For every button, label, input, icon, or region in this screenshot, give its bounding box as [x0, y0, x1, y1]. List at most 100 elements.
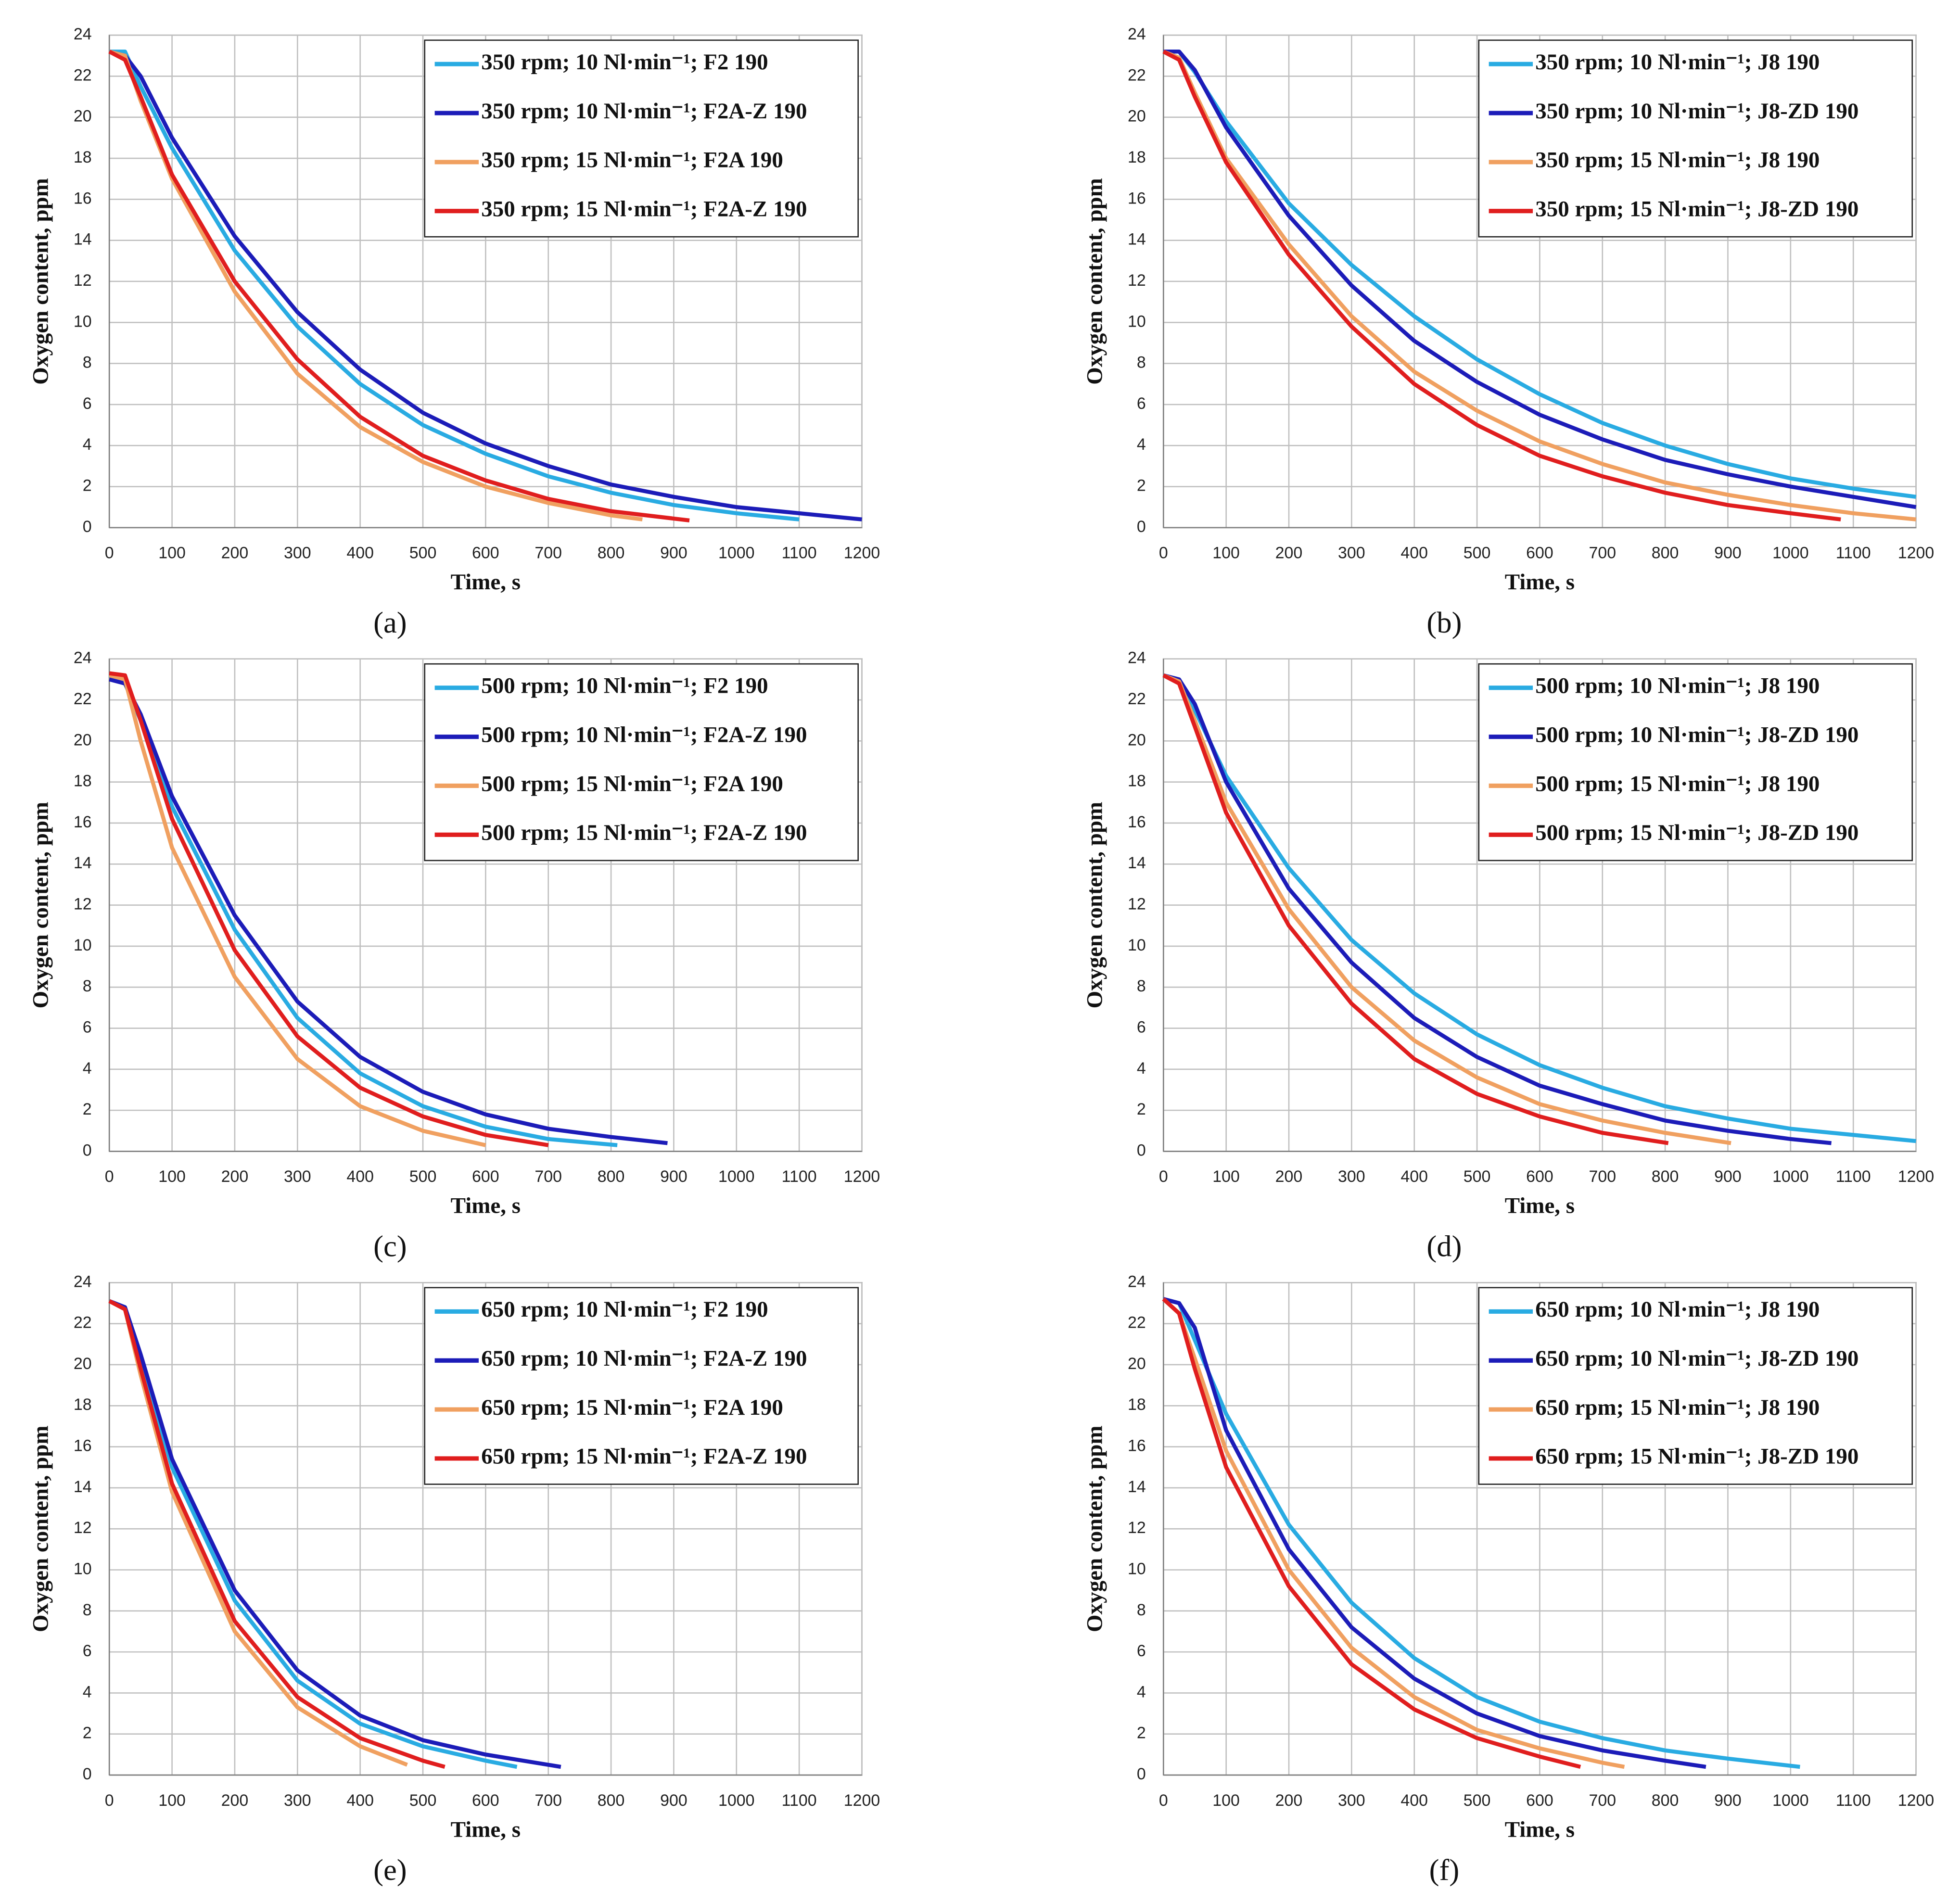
panel-label: (d)	[1426, 1230, 1462, 1263]
y-tick-label: 24	[1128, 1272, 1146, 1291]
y-tick-label: 10	[74, 936, 92, 954]
y-tick-label: 14	[74, 230, 92, 249]
legend-label: 650 rpm; 15 Nl·min⁻¹; J8-ZD 190	[1535, 1444, 1858, 1469]
y-tick-label: 10	[1128, 936, 1146, 954]
x-tick-label: 500	[409, 1791, 437, 1810]
panel-label: (b)	[1426, 606, 1462, 639]
x-tick-label: 700	[1589, 544, 1616, 562]
x-tick-label: 900	[1714, 1167, 1742, 1186]
y-tick-label: 8	[83, 354, 92, 372]
x-axis-label: Time, s	[1505, 1193, 1575, 1218]
x-tick-label: 900	[660, 1167, 687, 1186]
legend-label: 350 rpm; 10 Nl·min⁻¹; J8-ZD 190	[1535, 99, 1858, 124]
data-line	[109, 50, 862, 521]
y-tick-label: 12	[1128, 895, 1146, 913]
x-tick-label: 1200	[844, 1791, 880, 1810]
y-tick-label: 24	[74, 1272, 92, 1291]
legend-label: 650 rpm; 15 Nl·min⁻¹; F2A 190	[481, 1395, 783, 1420]
y-tick-label: 18	[1128, 1395, 1146, 1414]
y-tick-label: 18	[74, 772, 92, 790]
x-tick-label: 1000	[718, 544, 755, 562]
x-tick-label: 1000	[718, 1167, 755, 1186]
y-tick-label: 24	[1128, 25, 1146, 43]
y-tick-label: 16	[1128, 1437, 1146, 1455]
x-tick-label: 1200	[1898, 1167, 1935, 1186]
y-tick-label: 6	[83, 394, 92, 413]
y-tick-label: 16	[1128, 189, 1146, 207]
y-tick-label: 16	[74, 189, 92, 207]
legend-label: 500 rpm; 10 Nl·min⁻¹; F2A-Z 190	[481, 722, 807, 747]
y-tick-label: 6	[83, 1642, 92, 1660]
y-tick-label: 14	[1128, 1478, 1146, 1496]
y-tick-label: 0	[83, 1141, 92, 1159]
x-tick-label: 700	[535, 1791, 562, 1810]
legend-label: 500 rpm; 15 Nl·min⁻¹; J8-ZD 190	[1535, 820, 1858, 845]
y-tick-label: 2	[83, 476, 92, 495]
x-axis-label: Time, s	[451, 1817, 521, 1842]
y-tick-label: 2	[1137, 1724, 1146, 1742]
y-tick-label: 16	[74, 813, 92, 831]
y-tick-label: 8	[1137, 354, 1146, 372]
x-tick-label: 500	[1464, 1791, 1491, 1810]
x-tick-label: 0	[105, 1791, 114, 1810]
x-tick-label: 300	[1338, 544, 1365, 562]
y-axis-label: Oxygen content, ppm	[1082, 1425, 1107, 1632]
y-tick-label: 18	[1128, 148, 1146, 166]
data-line	[109, 50, 800, 521]
y-tick-label: 10	[74, 312, 92, 330]
y-tick-label: 0	[1137, 1141, 1146, 1159]
legend-label: 350 rpm; 10 Nl·min⁻¹; F2 190	[481, 50, 768, 75]
y-tick-label: 2	[1137, 1100, 1146, 1118]
legend-label: 650 rpm; 15 Nl·min⁻¹; F2A-Z 190	[481, 1444, 807, 1469]
y-tick-label: 0	[83, 1765, 92, 1783]
legend-box	[424, 39, 859, 238]
y-tick-label: 0	[1137, 1765, 1146, 1783]
legend-box	[424, 1287, 859, 1485]
y-tick-label: 6	[1137, 1642, 1146, 1660]
x-tick-label: 400	[346, 544, 374, 562]
y-tick-label: 8	[1137, 977, 1146, 995]
y-tick-label: 20	[1128, 731, 1146, 749]
x-tick-label: 800	[598, 1167, 625, 1186]
legend-label: 350 rpm; 15 Nl·min⁻¹; F2A 190	[481, 148, 783, 173]
x-tick-label: 600	[1526, 1791, 1553, 1810]
x-tick-label: 0	[1159, 1167, 1168, 1186]
x-tick-label: 1200	[1898, 544, 1935, 562]
x-axis-label: Time, s	[451, 1193, 521, 1218]
y-tick-label: 16	[74, 1437, 92, 1455]
legend-label: 350 rpm; 10 Nl·min⁻¹; F2A-Z 190	[481, 99, 807, 124]
x-tick-label: 200	[1275, 544, 1303, 562]
x-tick-label: 1200	[844, 544, 880, 562]
x-tick-label: 300	[284, 1791, 311, 1810]
x-tick-label: 0	[1159, 1791, 1168, 1810]
legend-label: 350 rpm; 15 Nl·min⁻¹; J8-ZD 190	[1535, 197, 1858, 222]
x-tick-label: 500	[409, 544, 437, 562]
x-tick-label: 600	[472, 544, 499, 562]
x-tick-label: 1000	[718, 1791, 755, 1810]
y-axis-label: Oxygen content, ppm	[1082, 802, 1107, 1009]
y-tick-label: 4	[1137, 1683, 1146, 1701]
x-tick-label: 1100	[782, 1791, 817, 1810]
legend-label: 500 rpm; 15 Nl·min⁻¹; F2A 190	[481, 771, 783, 796]
legend-label: 500 rpm; 10 Nl·min⁻¹; J8 190	[1535, 673, 1820, 698]
y-tick-label: 24	[74, 649, 92, 667]
x-tick-label: 800	[598, 544, 625, 562]
legend-label: 650 rpm; 10 Nl·min⁻¹; J8-ZD 190	[1535, 1346, 1858, 1371]
x-tick-label: 1200	[844, 1167, 880, 1186]
y-tick-label: 4	[83, 435, 92, 454]
y-tick-label: 2	[1137, 476, 1146, 495]
x-tick-label: 200	[221, 1167, 249, 1186]
panel-label: (e)	[373, 1853, 407, 1887]
x-tick-label: 400	[346, 1791, 374, 1810]
y-tick-label: 8	[1137, 1601, 1146, 1619]
x-tick-label: 100	[158, 1791, 186, 1810]
y-tick-label: 4	[83, 1683, 92, 1701]
legend-box	[424, 663, 859, 862]
x-tick-label: 1100	[782, 1167, 817, 1186]
x-tick-label: 1000	[1772, 1167, 1809, 1186]
x-tick-label: 500	[409, 1167, 437, 1186]
y-tick-label: 20	[1128, 1355, 1146, 1373]
data-line	[1162, 50, 1841, 521]
x-tick-label: 1100	[1836, 544, 1871, 562]
x-tick-label: 900	[660, 544, 687, 562]
